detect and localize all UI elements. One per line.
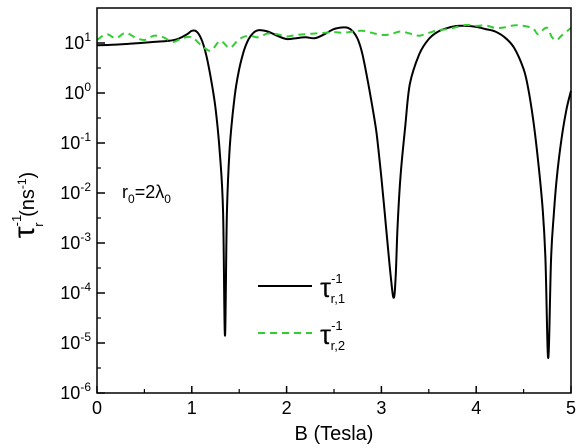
x-tick-label: 5 [566,398,576,418]
y-tick-label: 10-5 [60,330,91,353]
x-tick-label: 2 [282,398,292,418]
series-group [96,23,572,360]
y-title-unit-close: ) [17,172,39,179]
legend: τ-1 r,1 τ-1 r,2 [258,271,345,353]
x-axis-ticks: 0 1 2 3 4 5 [92,386,576,418]
series-line-tau-r2 [96,23,572,52]
x-axis-title: B (Tesla) [295,423,374,445]
y-tick-label: 10-1 [60,130,91,153]
y-tick-label: 10-6 [60,380,91,403]
annotation-lambda-sub: 0 [164,192,171,206]
y-axis-title: τ-1 r (ns-1) [8,172,46,238]
series-line-tau-r1 [96,24,572,360]
annotation-r: r [122,182,128,202]
x-tick-label: 0 [92,398,102,418]
legend-label-tau-r2: τ-1 r,2 [320,318,345,353]
y-title-tau: τ [8,226,41,238]
y-axis-ticks: 101 100 10-1 10-2 10-3 10-4 10-5 10-6 [60,30,105,403]
y-title-unit: (ns [17,189,39,222]
y-title-sup: -1 [9,215,24,227]
annotation-r0: r0=2λ0 [122,182,171,206]
x-tick-label: 4 [471,398,481,418]
x-tick-label: 1 [187,398,197,418]
annotation-r-sub: 0 [128,192,135,206]
annotation-eq: =2λ [135,182,165,202]
y-tick-label: 101 [64,30,91,53]
y-title-sub: r [31,222,46,227]
legend-label-tau-r1: τ-1 r,1 [320,271,345,306]
y-tick-label: 10-4 [60,280,91,303]
y-title-unit-sup: -1 [15,178,29,189]
y-tick-label: 10-3 [60,230,91,253]
y-tick-label: 10-2 [60,180,91,203]
plot-frame [96,7,572,394]
x-tick-label: 3 [376,398,386,418]
y-tick-label: 100 [64,80,91,103]
